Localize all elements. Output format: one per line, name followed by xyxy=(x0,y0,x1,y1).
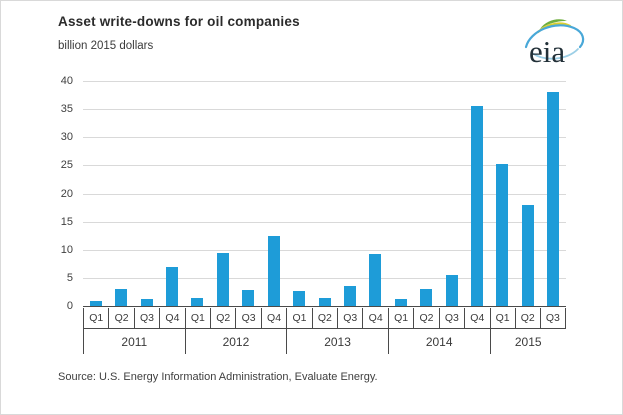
y-axis-tick-label: 25 xyxy=(60,159,73,172)
bar-Q3-2011 xyxy=(140,298,153,306)
gridline xyxy=(83,165,566,167)
bar-Q2-2012 xyxy=(216,252,229,306)
gridline xyxy=(83,221,566,223)
x-axis-year-label: 2015 xyxy=(514,334,542,349)
x-axis-quarter-label: Q3 xyxy=(545,311,560,324)
x-axis-quarter-label: Q4 xyxy=(267,311,282,324)
bar-Q2-2011 xyxy=(115,288,128,306)
x-axis-year-label: 2013 xyxy=(324,334,351,349)
bar-Q2-2013 xyxy=(318,298,331,306)
x-axis-quarter-label: Q3 xyxy=(135,307,161,328)
x-axis-quarter-label: Q1 xyxy=(186,307,212,328)
bar-Q4-2012 xyxy=(267,235,280,306)
x-axis-year-label: 2014 xyxy=(425,334,453,349)
eia-logo: eia xyxy=(524,19,585,69)
gridline xyxy=(83,81,566,82)
x-axis-quarter-label: Q1 xyxy=(389,307,415,328)
bar-Q4-2013 xyxy=(369,254,382,306)
gridline xyxy=(83,193,566,195)
bar-Q3-2012 xyxy=(242,289,255,306)
y-axis-tick-label: 15 xyxy=(60,215,73,228)
y-axis-tick-label: 35 xyxy=(60,103,73,116)
gridline xyxy=(83,249,566,251)
x-axis-quarter-label: Q3 xyxy=(440,307,466,328)
chart-subtitle: billion 2015 dollars xyxy=(58,40,154,52)
y-axis-tick-label: 20 xyxy=(60,187,73,200)
logo-text: eia xyxy=(529,34,565,69)
bar-Q1-2013 xyxy=(293,291,306,306)
bar-Q4-2014 xyxy=(471,106,484,306)
x-axis-quarter-label: Q4 xyxy=(368,311,383,324)
quarter-row: Q1 Q2 Q3 Q4 xyxy=(84,307,185,329)
x-axis-quarter-label: Q2 xyxy=(211,307,237,328)
quarter-row: Q1 Q2 Q3 xyxy=(490,307,566,329)
bar-Q1-2014 xyxy=(394,299,407,306)
x-axis-year-group-2012: Q1 Q2 Q3 Q4 2012 xyxy=(184,307,287,354)
bar-Q3-2014 xyxy=(445,275,458,306)
plot-area xyxy=(83,81,566,307)
logo-lightblue-swoosh-icon xyxy=(531,48,579,60)
x-axis-quarter-label: Q4 xyxy=(470,311,485,324)
x-axis-year-group-2015: Q1 Q2 Q3 2015 xyxy=(489,307,566,354)
x-axis-quarter-label: Q3 xyxy=(236,307,262,328)
bar-Q4-2011 xyxy=(165,267,178,306)
y-axis-tick-label: 40 xyxy=(60,75,73,87)
bar-Q1-2011 xyxy=(89,300,102,306)
x-axis-year-group-2011: Q1 Q2 Q3 Q4 2011 xyxy=(83,307,185,354)
x-axis-year-group-2013: Q1 Q2 Q3 Q4 2013 xyxy=(286,307,388,354)
x-axis-quarter-label: Q2 xyxy=(313,307,339,328)
gridline xyxy=(83,109,566,111)
x-axis-quarter-label: Q2 xyxy=(516,307,541,328)
bar-Q1-2015 xyxy=(496,164,509,306)
x-axis-quarter-label: Q4 xyxy=(165,311,180,324)
logo-green-leaf-icon xyxy=(540,19,567,29)
bar-Q3-2015 xyxy=(547,92,560,306)
y-axis-tick-label: 5 xyxy=(66,271,73,284)
x-axis-year-label: 2012 xyxy=(222,334,250,349)
x-axis-quarter-label: Q1 xyxy=(84,307,110,328)
source-note: Source: U.S. Energy Information Administ… xyxy=(58,371,378,383)
bar-Q1-2012 xyxy=(191,298,204,306)
y-axis: 0 5 10 15 20 25 30 35 40 xyxy=(39,75,73,312)
x-axis-year-label: 2011 xyxy=(121,334,148,349)
y-axis-tick-label: 10 xyxy=(60,243,73,256)
x-axis-quarter-label: Q2 xyxy=(414,307,440,328)
gridline xyxy=(83,137,566,139)
quarter-row: Q1 Q2 Q3 Q4 xyxy=(287,307,388,329)
bar-Q2-2014 xyxy=(420,289,433,306)
bar-Q2-2015 xyxy=(521,204,534,306)
quarter-row: Q1 Q2 Q3 Q4 xyxy=(388,307,490,329)
x-axis-year-group-2014: Q1 Q2 Q3 Q4 2014 xyxy=(387,307,490,354)
bar-Q3-2013 xyxy=(343,285,356,306)
quarter-row: Q1 Q2 Q3 Q4 xyxy=(185,307,287,329)
x-axis-quarter-label: Q2 xyxy=(109,307,135,328)
y-axis-tick-label: 0 xyxy=(66,300,73,312)
x-axis-quarter-label: Q3 xyxy=(338,307,364,328)
logo-blue-swoosh-icon xyxy=(524,24,585,49)
x-axis-quarter-label: Q1 xyxy=(287,307,313,328)
y-axis-tick-label: 30 xyxy=(60,131,73,144)
x-axis: Q1 Q2 Q3 Q4 2011 Q1 Q2 Q3 Q4 2012 Q1 Q2 Q3 Q4 2013 Q1 Q2… xyxy=(83,307,566,354)
chart-title: Asset write-downs for oil companies xyxy=(58,14,300,29)
gridline xyxy=(83,277,566,279)
x-axis-quarter-label: Q1 xyxy=(491,307,516,328)
